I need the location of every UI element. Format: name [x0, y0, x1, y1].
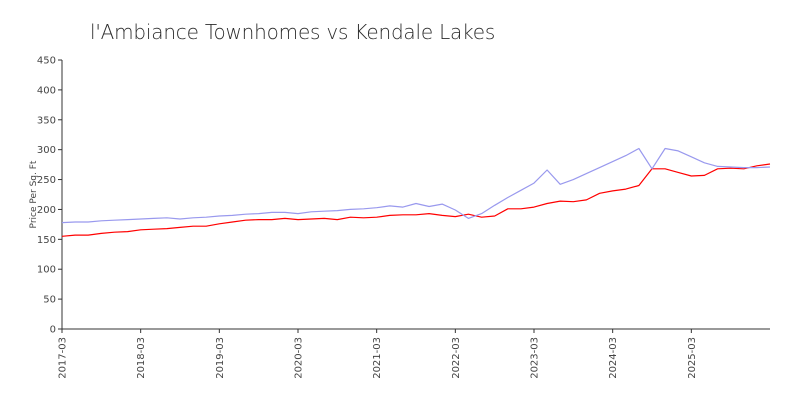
- x-tick-label: 2018-03: [136, 337, 147, 379]
- x-tick-label: 2024-03: [608, 337, 619, 379]
- chart-title: l'Ambiance Townhomes vs Kendale Lakes: [90, 20, 496, 44]
- y-tick-label: 200: [37, 205, 56, 216]
- axes: 0 50 100 150 200 250 300 350 400 450 2017-03 2018-0…: [37, 56, 770, 379]
- y-tick-label: 350: [37, 115, 56, 126]
- y-axis-label: Price Per Sq. Ft: [29, 160, 39, 228]
- series-layer: [61, 147, 771, 237]
- x-tick-label: 2019-03: [215, 337, 226, 379]
- x-tick-label: 2021-03: [372, 337, 383, 379]
- y-tick-label: 250: [37, 175, 56, 186]
- series-line-2: [61, 147, 771, 224]
- y-tick-label: 300: [37, 145, 56, 156]
- y-tick-label: 400: [37, 85, 56, 96]
- x-tick-label: 2022-03: [451, 337, 462, 379]
- x-tick-label: 2020-03: [294, 337, 305, 379]
- y-tick-label: 100: [37, 265, 56, 276]
- x-tick-label: 2025-03: [687, 337, 698, 379]
- y-tick-label: 50: [43, 295, 56, 306]
- y-tick-label: 150: [37, 235, 56, 246]
- series-line-1: [61, 163, 771, 237]
- x-tick-label: 2023-03: [530, 337, 541, 379]
- x-tick-label: 2017-03: [58, 337, 69, 379]
- y-tick-label: 450: [37, 56, 56, 67]
- y-tick-label: 0: [50, 325, 56, 336]
